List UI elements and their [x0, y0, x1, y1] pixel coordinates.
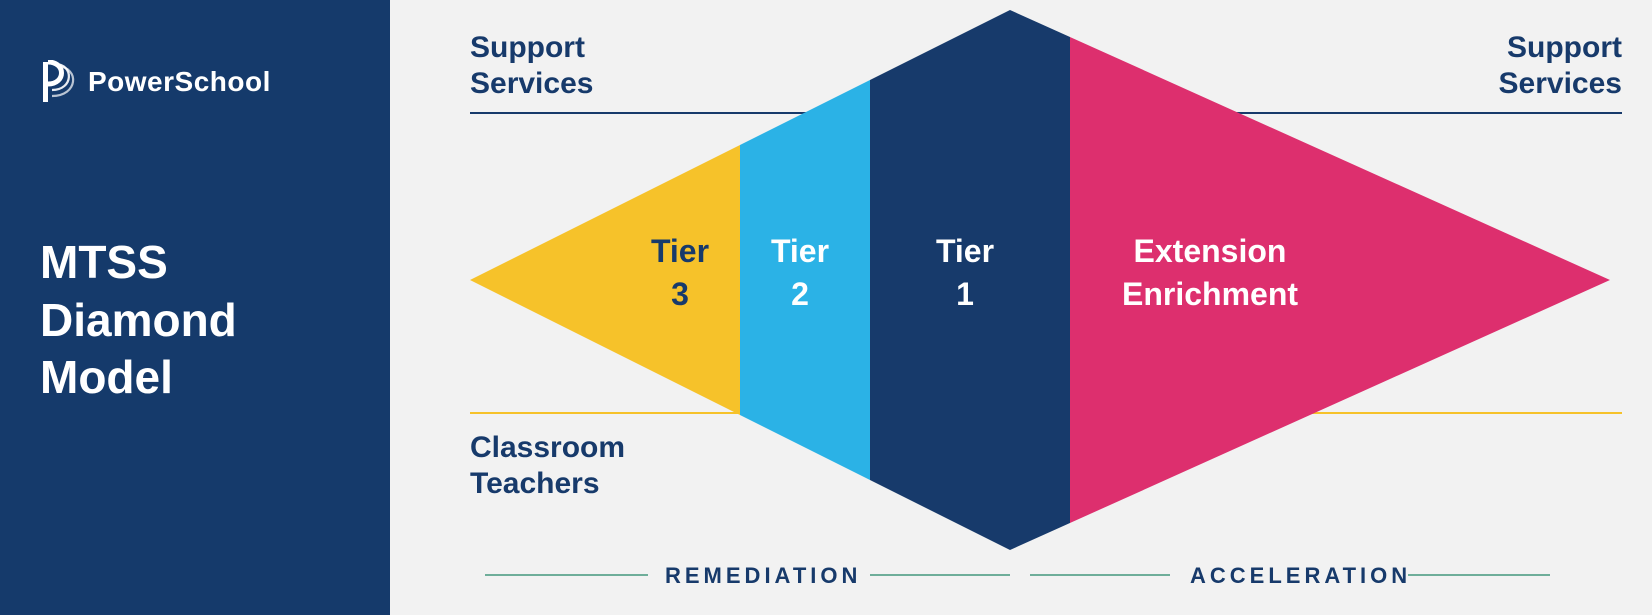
tier1-label: Tier1	[890, 230, 1040, 316]
powerschool-logo-icon	[40, 60, 76, 104]
axis-remediation: REMEDIATION	[665, 563, 861, 589]
label-support-right: SupportServices	[1499, 30, 1622, 102]
label-support-left: SupportServices	[470, 30, 593, 102]
label-classroom: ClassroomTeachers	[470, 430, 625, 502]
sidebar-title: MTSSDiamondModel	[40, 234, 350, 407]
tier2-label: Tier2	[745, 230, 855, 316]
sidebar: PowerSchool MTSSDiamondModel	[0, 0, 390, 615]
axis-acceleration: ACCELERATION	[1190, 563, 1411, 589]
brand: PowerSchool	[40, 60, 350, 104]
extension-label: ExtensionEnrichment	[1080, 230, 1340, 316]
tier3-label: Tier3	[625, 230, 735, 316]
diagram-canvas: SupportServices SupportServices Classroo…	[390, 0, 1652, 615]
brand-name: PowerSchool	[88, 66, 271, 98]
